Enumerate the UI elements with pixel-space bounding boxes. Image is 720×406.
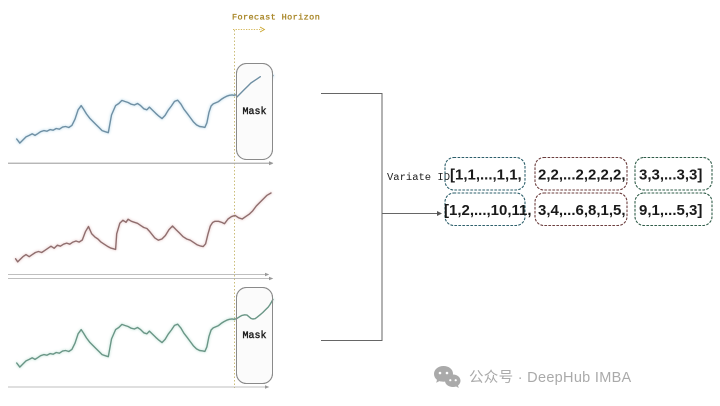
svg-text:[1,2,...,10,11,: [1,2,...,10,11, bbox=[444, 202, 532, 219]
svg-text:3,4,...6,8,1,5,: 3,4,...6,8,1,5, bbox=[538, 202, 626, 219]
svg-text:2,2,...2,2,2,2,: 2,2,...2,2,2,2, bbox=[538, 167, 626, 184]
svg-text:9,1,...5,3]: 9,1,...5,3] bbox=[639, 202, 702, 219]
svg-text:Mask: Mask bbox=[242, 106, 266, 118]
svg-text:Forecast Horizon: Forecast Horizon bbox=[232, 12, 320, 23]
svg-text:Variate ID: Variate ID bbox=[387, 172, 451, 184]
svg-text:3,3,...3,3]: 3,3,...3,3] bbox=[639, 167, 702, 184]
svg-text:Mask: Mask bbox=[242, 330, 266, 342]
svg-text:[1,1,...,1,1,: [1,1,...,1,1, bbox=[450, 167, 522, 184]
